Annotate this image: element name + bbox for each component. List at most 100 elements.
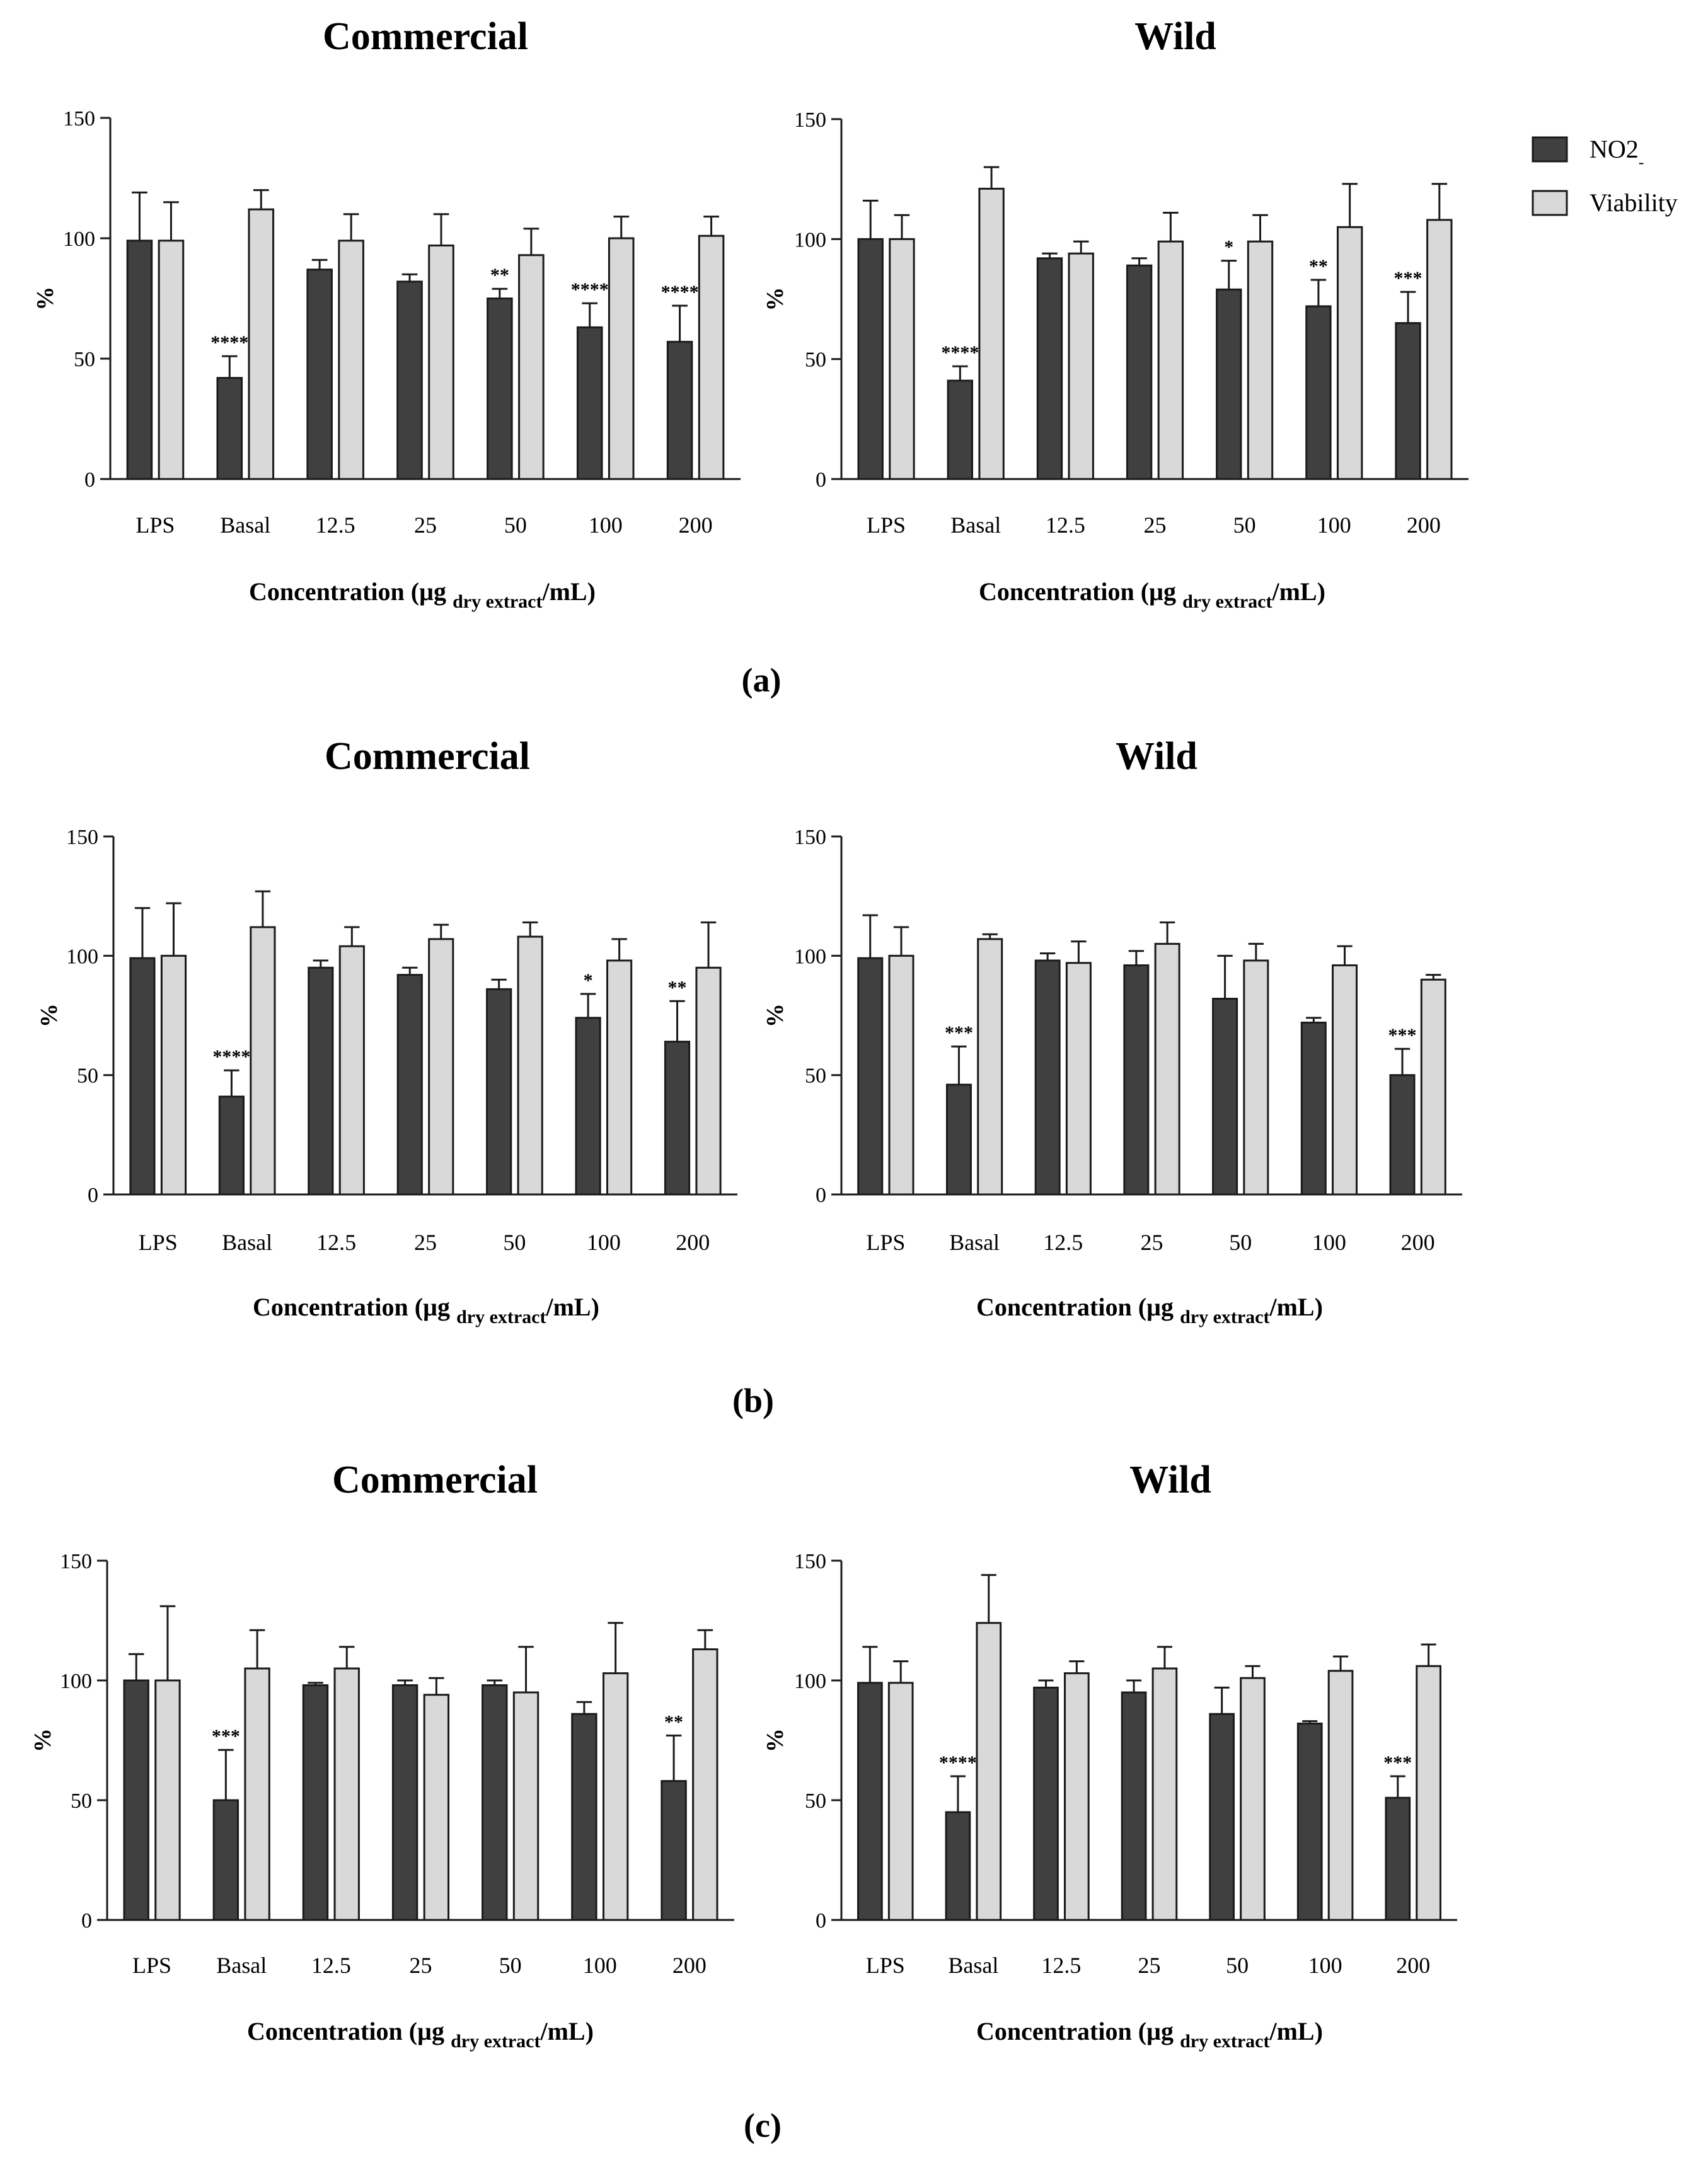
bar-no2 [1212, 997, 1238, 1196]
significance-mark: *** [945, 1022, 973, 1043]
x-axis-label: Concentration (µg dry extract/mL) [979, 577, 1325, 612]
bar-no2 [857, 1682, 883, 1921]
legend-label-viability: Viability [1590, 188, 1678, 217]
bar-no2 [1296, 1722, 1323, 1921]
x-tick-label: 25 [1138, 1953, 1161, 1978]
y-tick-label: 0 [816, 468, 826, 492]
bar-no2 [1395, 322, 1421, 480]
x-tick-label: 200 [1396, 1953, 1430, 1978]
y-axis-label: % [32, 287, 59, 311]
bar-viability [333, 1667, 360, 1921]
bar-no2 [1033, 1686, 1059, 1921]
bar-viability [512, 1691, 540, 1921]
bar-no2 [945, 1811, 971, 1921]
bar-no2 [129, 957, 156, 1196]
chart-5: Commercial 0 50 100 150% LPS Basal *** 12.5 25 50 1… [30, 1459, 734, 2052]
bar-no2 [1216, 288, 1242, 480]
significance-mark: *** [212, 1726, 240, 1747]
x-tick-label: 12.5 [1046, 512, 1085, 538]
chart-6: Wild 0 50 100 150% LPS Basal **** 12.5 25 50 100 200… [762, 1459, 1457, 2052]
x-tick-label: 50 [504, 512, 527, 538]
bar-no2 [571, 1713, 597, 1921]
significance-mark: *** [1388, 1025, 1417, 1046]
y-tick-label: 100 [794, 1670, 826, 1693]
bar-no2 [482, 1684, 508, 1921]
chart-title: Wild [1134, 15, 1216, 58]
bar-viability [1336, 226, 1363, 480]
bar-viability [606, 959, 633, 1196]
x-tick-label: LPS [866, 1953, 905, 1978]
chart-2: Wild 0 50 100 150% LPS Basal **** 12.5 25 50 * 100 **… [762, 15, 1469, 612]
bar-no2 [947, 379, 974, 480]
panel-label-c: (c) [744, 2107, 782, 2144]
x-tick-label: 100 [587, 1230, 621, 1255]
significance-mark: ** [664, 1711, 683, 1732]
significance-mark: * [584, 970, 593, 991]
y-axis-label: % [762, 287, 788, 311]
chart-title: Wild [1129, 1459, 1211, 1501]
bar-no2 [308, 966, 334, 1196]
x-tick-label: 50 [1229, 1230, 1252, 1255]
y-tick-label: 100 [63, 228, 95, 251]
y-tick-label: 150 [794, 826, 826, 849]
bar-no2 [123, 1679, 149, 1921]
bar-no2 [391, 1684, 418, 1921]
significance-mark: ** [1309, 256, 1328, 277]
x-tick-label: 100 [589, 512, 623, 538]
bar-viability [608, 237, 635, 480]
bar-no2 [302, 1684, 329, 1921]
y-tick-label: 100 [60, 1670, 92, 1693]
bar-viability [1416, 1665, 1441, 1921]
y-axis-label: % [762, 1728, 788, 1752]
significance-mark: **** [939, 1752, 977, 1773]
y-tick-label: 150 [794, 108, 826, 132]
x-tick-label: LPS [132, 1953, 171, 1978]
bar-viability [160, 954, 187, 1196]
bar-no2 [1300, 1021, 1327, 1196]
chart-4: Wild 0 50 100 150% LPS Basal *** 12.5 25 50 100 200 *… [762, 735, 1462, 1327]
chart-3: Commercial 0 50 100 150% LPS Basal **** 12.5 25 50… [36, 735, 737, 1327]
x-tick-label: Basal [949, 1230, 1000, 1255]
legend-swatch-viability [1532, 190, 1568, 216]
x-tick-label: 50 [503, 1230, 526, 1255]
bar-viability [338, 240, 364, 480]
panel-label-a: (a) [742, 661, 782, 699]
x-tick-label: 25 [410, 1953, 432, 1978]
bar-no2 [1385, 1796, 1411, 1921]
bar-viability [338, 945, 365, 1196]
bar-viability [1243, 959, 1269, 1196]
x-tick-label: 12.5 [316, 512, 355, 538]
x-tick-label: 12.5 [1041, 1953, 1081, 1978]
y-axis-label: % [762, 1003, 788, 1027]
bar-no2 [664, 1041, 691, 1196]
bar-no2 [126, 240, 153, 480]
y-tick-label: 0 [81, 1909, 92, 1933]
chart-title: Commercial [325, 735, 530, 778]
bar-no2 [576, 326, 603, 480]
y-tick-label: 50 [805, 1789, 826, 1813]
x-tick-label: LPS [136, 512, 175, 538]
x-tick-label: 50 [1233, 512, 1256, 538]
bar-no2 [212, 1799, 239, 1921]
x-tick-label: Basal [220, 512, 270, 538]
x-tick-label: 200 [1407, 512, 1441, 538]
x-tick-label: Basal [950, 512, 1001, 538]
bar-viability [154, 1679, 181, 1921]
bar-viability [158, 240, 185, 480]
bar-no2 [396, 280, 423, 480]
legend-label-no2: NO2- [1590, 135, 1644, 171]
x-tick-label: 25 [414, 1230, 437, 1255]
significance-mark: **** [211, 332, 248, 353]
bar-viability [698, 234, 725, 480]
bar-viability [1426, 219, 1453, 480]
significance-mark: **** [661, 282, 699, 303]
x-tick-label: Basal [222, 1230, 272, 1255]
bar-no2 [1121, 1691, 1147, 1921]
y-tick-label: 50 [71, 1789, 92, 1813]
bar-viability [423, 1694, 450, 1921]
x-tick-label: 12.5 [311, 1953, 351, 1978]
bar-no2 [486, 988, 512, 1196]
bar-no2 [857, 238, 884, 480]
x-axis-label: Concentration (µg dry extract/mL) [249, 577, 596, 612]
bar-viability [1065, 962, 1092, 1196]
